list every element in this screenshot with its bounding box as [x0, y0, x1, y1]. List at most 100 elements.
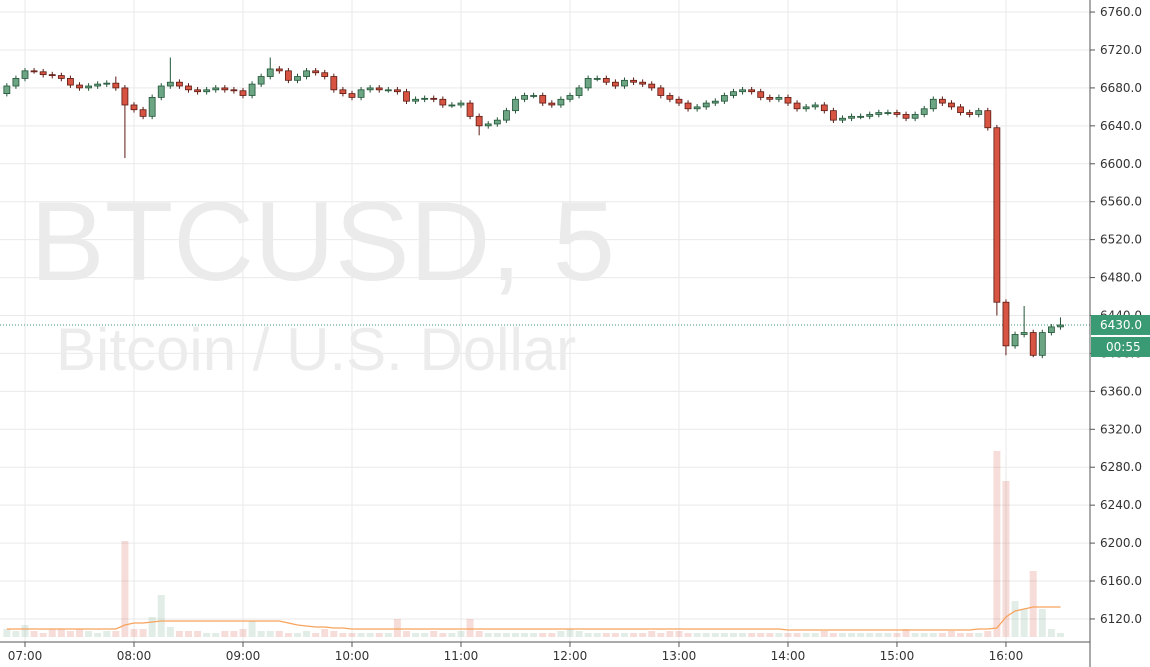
watermark-subtitle: Bitcoin / U.S. Dollar [56, 316, 576, 383]
volume-bar [884, 633, 892, 637]
countdown-box [1091, 336, 1150, 357]
candle-body [929, 98, 937, 110]
volume-bar [911, 633, 919, 637]
y-tick-label: 6560.0 [1100, 195, 1142, 209]
candle-body [484, 123, 492, 127]
candle-body [784, 96, 792, 104]
volume-bar [720, 633, 728, 637]
candle-body [866, 114, 874, 117]
volume-bar [675, 631, 683, 637]
volume-bar [902, 629, 910, 637]
volume-bar [875, 633, 883, 637]
candle-body [702, 102, 710, 108]
volume-bar [511, 633, 519, 637]
volume-bar [375, 633, 383, 637]
candle-body [1020, 332, 1028, 335]
candle-body [657, 87, 665, 96]
candle-body [875, 112, 883, 115]
candle-body [212, 87, 220, 91]
volume-bar [85, 631, 93, 637]
y-tick-label: 6720.0 [1100, 43, 1142, 57]
volume-bar [348, 633, 356, 637]
candle-body [957, 106, 964, 113]
candle-body [793, 102, 801, 110]
candle-body [966, 112, 974, 115]
volume-bar [1011, 601, 1019, 637]
volume-bar [39, 633, 47, 637]
candle-body [493, 119, 501, 125]
volume-bar [893, 633, 901, 637]
volume-bar [530, 633, 538, 637]
candle-body [693, 106, 701, 110]
candle-body [811, 104, 819, 108]
volume-bar [757, 633, 765, 637]
candle-body [766, 96, 774, 100]
candle-body [621, 79, 628, 87]
x-tick-label: 10:00 [335, 649, 370, 663]
volume-bar [402, 631, 410, 637]
candle-body [475, 115, 483, 127]
candle-body [166, 81, 174, 87]
volume-bar [321, 629, 329, 637]
volume-bar [48, 629, 56, 637]
candle-body [67, 78, 74, 86]
volume-bar [766, 633, 774, 637]
candle-body [348, 93, 356, 98]
candle-body [439, 98, 447, 106]
candle-body [230, 89, 238, 92]
candle-body [839, 117, 846, 121]
volume-bar [648, 631, 656, 637]
candle-body [39, 71, 47, 76]
candle-body [285, 70, 292, 81]
candle-body [984, 110, 992, 129]
candle-body [103, 82, 111, 85]
y-tick-label: 6120.0 [1100, 612, 1142, 626]
volume-bar [539, 633, 547, 637]
candle-body [421, 97, 429, 100]
candle-body [720, 95, 728, 102]
x-tick-label: 08:00 [117, 649, 152, 663]
volume-bar [175, 631, 183, 637]
volume-bar [221, 631, 229, 637]
volume-bar [248, 621, 256, 637]
candle-body [711, 100, 719, 104]
volume-bar [666, 631, 674, 637]
candle-body [94, 83, 102, 87]
volume-bar [838, 633, 846, 637]
volume-bar [30, 631, 38, 637]
volume-bar [657, 633, 665, 637]
volume-bar [938, 633, 946, 637]
candle-body [457, 102, 465, 106]
volume-ma-line [6, 606, 1061, 631]
candle-body [666, 95, 674, 100]
candle-body [330, 76, 338, 91]
candle-body [857, 115, 865, 118]
volume-bar [3, 629, 11, 637]
volume-bar [775, 633, 783, 637]
candle-body [394, 89, 401, 93]
volume-bar [1029, 571, 1037, 637]
volume-bar [203, 633, 211, 637]
y-tick-label: 6760.0 [1100, 5, 1142, 19]
candle-body [448, 104, 456, 107]
volume-bar [266, 631, 274, 637]
volume-bar [793, 633, 801, 637]
candle-body [194, 89, 201, 93]
candle-body [630, 79, 637, 83]
volume-bar [729, 633, 737, 637]
volume-bar [412, 633, 420, 637]
candle-body [430, 97, 438, 100]
volume-bar [639, 633, 647, 637]
volume-bar [548, 633, 556, 637]
candle-body [1057, 324, 1064, 328]
candle-body [366, 87, 374, 91]
volume-bar [1047, 629, 1055, 637]
candle-body [948, 102, 955, 108]
y-tick-label: 6600.0 [1100, 157, 1142, 171]
x-tick-label: 15:00 [880, 649, 915, 663]
candle-body [1029, 332, 1037, 356]
candle-body [775, 96, 783, 100]
volume-bar [366, 633, 374, 637]
volume-bar [484, 633, 492, 637]
y-tick-label: 6680.0 [1100, 81, 1142, 95]
